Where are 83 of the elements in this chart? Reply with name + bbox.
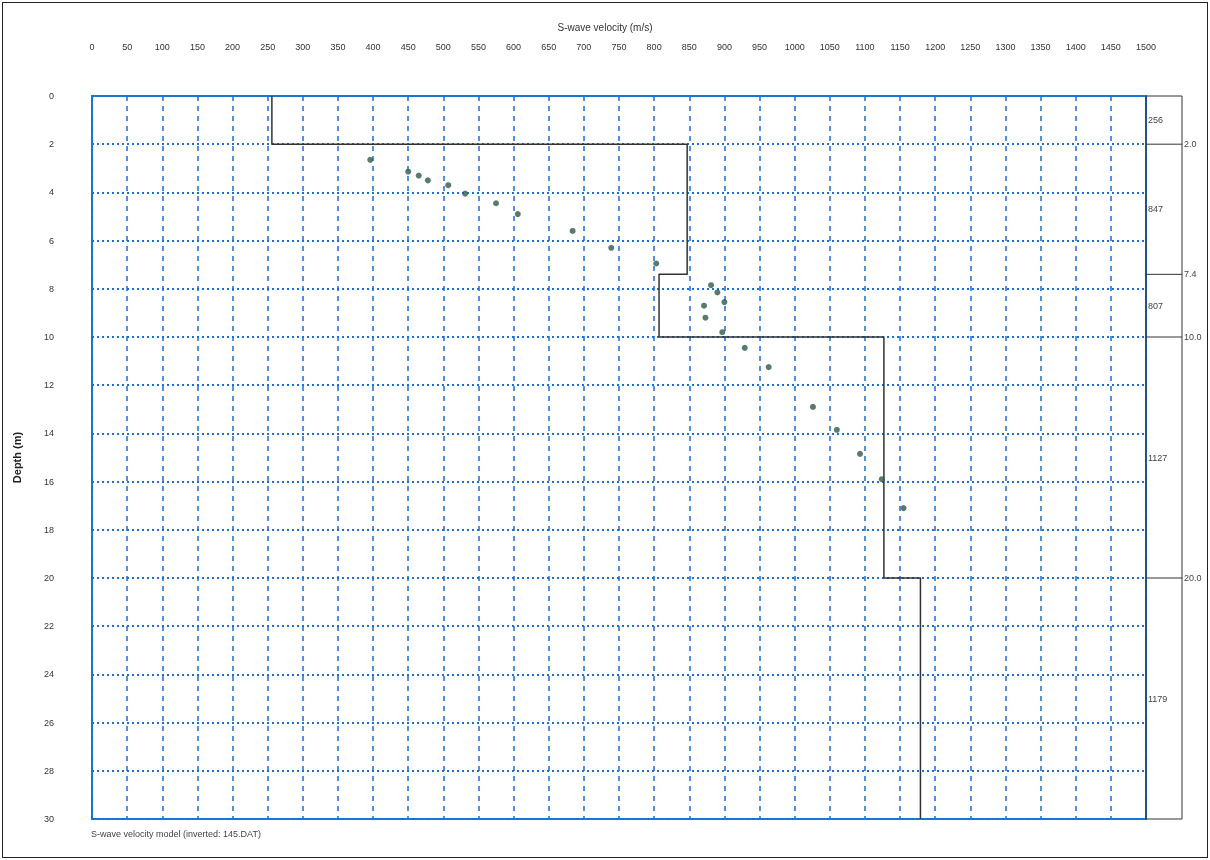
x-tick-label: 50	[122, 41, 133, 52]
x-tick-label: 600	[506, 41, 522, 52]
x-tick-label: 850	[681, 41, 697, 52]
y-tick-label: 12	[43, 380, 54, 391]
x-tick-label: 300	[295, 41, 311, 52]
x-tick-label: 1450	[1100, 41, 1121, 52]
y-tick-label: 20	[43, 573, 54, 583]
point	[608, 244, 615, 251]
x-tick-label: 500	[435, 41, 451, 52]
x-tick-label: 1300	[995, 41, 1016, 52]
text: 1127	[1148, 452, 1168, 463]
x-tick-label: 550	[470, 41, 486, 52]
x-tick-label: 1350	[1030, 41, 1051, 52]
ref-line-label: 20.0	[1184, 573, 1202, 583]
x-tick-label: 1050	[819, 41, 840, 52]
point	[708, 282, 715, 289]
text: S-wave velocity model (inverted: 145.DAT)	[91, 828, 261, 839]
chart-title: S-wave velocity (m/s)	[557, 21, 653, 33]
point	[765, 364, 772, 371]
point	[702, 314, 709, 321]
x-tick-label: 750	[611, 41, 627, 52]
text: 807	[1148, 300, 1164, 311]
y-tick-label: 8	[48, 283, 54, 294]
ref-line-label: 7.4	[1184, 269, 1197, 280]
point	[714, 289, 721, 296]
point	[857, 450, 864, 457]
x-tick-label: 0	[89, 41, 95, 52]
y-tick-label: 28	[43, 765, 54, 776]
y-tick-label: 4	[48, 187, 54, 198]
point	[462, 190, 469, 197]
x-tick-label: 1250	[960, 41, 981, 52]
y-tick-label: 10	[43, 332, 54, 342]
ref-line-label: 10.0	[1184, 332, 1202, 342]
x-tick-label: 350	[330, 41, 346, 52]
point	[878, 476, 885, 483]
point	[445, 182, 452, 189]
point	[367, 156, 374, 163]
point	[514, 211, 521, 218]
point	[833, 426, 840, 433]
text: 1179	[1148, 693, 1168, 704]
x-tick-label: 800	[646, 41, 662, 52]
point	[721, 299, 728, 306]
x-tick-label: 150	[189, 41, 205, 52]
x-tick-label: 1500	[1135, 41, 1157, 52]
x-tick-label: 950	[752, 41, 768, 52]
point	[653, 260, 660, 267]
x-tick-label: 700	[576, 41, 592, 52]
x-tick-label: 900	[716, 41, 732, 52]
x-tick-label: 1400	[1065, 41, 1086, 52]
point	[900, 505, 907, 512]
point	[493, 200, 500, 207]
point	[405, 168, 412, 175]
x-tick-label: 400	[365, 41, 381, 52]
y-tick-label: 6	[48, 235, 54, 246]
x-tick-label: 250	[260, 41, 276, 52]
x-tick-label: 200	[225, 41, 241, 52]
x-tick-label: 450	[400, 41, 416, 52]
y-tick-label: 2	[48, 139, 54, 150]
x-tick-label: 650	[541, 41, 557, 52]
y-tick-label: 16	[43, 476, 54, 487]
x-tick-label: 1000	[784, 41, 805, 52]
y-tick-label: 0	[48, 91, 54, 101]
x-tick-label: 100	[154, 41, 170, 52]
y-tick-label: 24	[43, 669, 54, 680]
x-tick-label: 1150	[890, 41, 910, 52]
point	[701, 302, 708, 309]
x-tick-label: 1100	[855, 41, 875, 52]
ref-line-label: 2.0	[1184, 139, 1197, 150]
y-tick-label: 26	[43, 717, 54, 728]
point	[741, 344, 748, 351]
point	[719, 329, 726, 336]
y-tick-label: 30	[43, 814, 54, 824]
point	[569, 227, 576, 234]
y-tick-label: 18	[43, 524, 54, 535]
line-series	[271, 95, 922, 820]
x-tick-label: 1200	[925, 41, 946, 52]
text: 256	[1148, 115, 1164, 126]
y-axis-title: Depth (m)	[10, 431, 23, 484]
text: 847	[1148, 204, 1164, 215]
y-tick-label: 14	[43, 428, 54, 439]
point	[809, 403, 816, 410]
point	[424, 177, 431, 184]
y-tick-label: 22	[43, 621, 54, 632]
